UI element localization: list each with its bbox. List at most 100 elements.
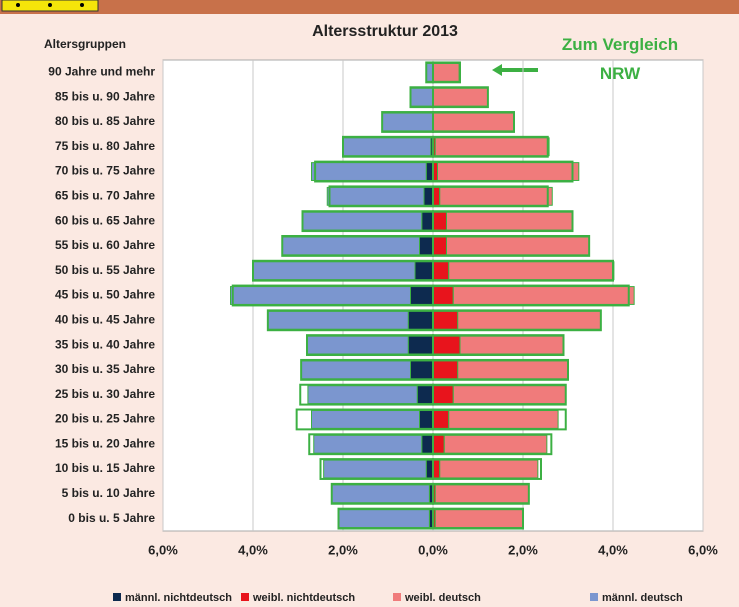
x-tick-label: 4,0% — [238, 542, 268, 557]
comparison-outline — [432, 334, 565, 357]
x-tick-label: 0,0% — [418, 542, 448, 557]
bar — [432, 410, 450, 429]
bar — [416, 385, 434, 405]
bar — [459, 335, 564, 355]
bar — [311, 410, 420, 429]
y-tick-label: 10 bis u. 15 Jahre — [55, 461, 155, 475]
comparison-outline — [432, 408, 567, 431]
bar — [425, 162, 434, 181]
bar — [432, 335, 461, 355]
legend-label: weibl. nichtdeutsch — [252, 592, 355, 604]
bar — [267, 310, 409, 330]
bar — [446, 236, 590, 256]
bar — [439, 186, 553, 206]
legend-label: männl. deutsch — [602, 592, 683, 604]
bar — [448, 261, 615, 281]
comparison-outline — [432, 185, 549, 208]
y-tick-label: 15 bis u. 20 Jahre — [55, 436, 155, 450]
y-tick-label: 50 bis u. 55 Jahre — [55, 263, 155, 277]
arrow — [492, 64, 538, 76]
bar — [452, 385, 567, 405]
bar — [311, 162, 427, 181]
y-tick-label: 65 bis u. 70 Jahre — [55, 189, 155, 203]
bar — [425, 459, 434, 479]
y-tick-label: 5 bis u. 10 Jahre — [62, 486, 156, 500]
x-tick-label: 6,0% — [148, 542, 178, 557]
legend-swatch — [241, 593, 249, 601]
comparison-outline — [432, 234, 591, 257]
y-tick-label: 90 Jahre und mehr — [48, 65, 155, 79]
bar — [432, 112, 515, 132]
bar — [421, 434, 434, 454]
comparison-outline — [432, 160, 574, 183]
bar — [432, 261, 450, 281]
bar — [230, 286, 411, 305]
bar — [432, 310, 459, 330]
dot — [16, 3, 20, 7]
x-tick-label: 6,0% — [688, 542, 718, 557]
y-axis-label: Altersgruppen — [44, 37, 126, 51]
comparison-outline — [432, 458, 542, 480]
bar — [302, 211, 423, 231]
bar — [432, 360, 459, 380]
y-tick-label: 70 bis u. 75 Jahre — [55, 164, 155, 178]
dot — [80, 3, 84, 7]
bar — [434, 484, 530, 504]
legend-label: weibl. deutsch — [404, 592, 481, 604]
legend-swatch — [590, 593, 598, 601]
bar — [432, 87, 489, 107]
bar — [306, 335, 409, 355]
bar — [313, 434, 423, 454]
y-tick-label: 25 bis u. 30 Jahre — [55, 387, 155, 401]
y-tick-label: 80 bis u. 85 Jahre — [55, 114, 155, 128]
bar — [307, 385, 418, 405]
bar — [300, 360, 411, 380]
y-tick-label: 60 bis u. 65 Jahre — [55, 213, 155, 227]
comparison-outline — [432, 135, 549, 158]
comparison-outline — [432, 309, 602, 332]
bar — [443, 434, 548, 454]
comparison-outline — [432, 86, 489, 109]
annotation: Zum Vergleich NRW — [561, 35, 679, 83]
bar — [432, 434, 445, 454]
chart-title: Altersstruktur 2013 — [312, 23, 458, 40]
comparison-outline — [432, 383, 567, 406]
bar — [432, 286, 454, 305]
bar — [437, 162, 580, 181]
legend-swatch — [393, 593, 401, 601]
x-tick-label: 2,0% — [508, 542, 538, 557]
comparison-outline — [432, 284, 630, 307]
bar — [410, 360, 434, 380]
bar — [407, 310, 434, 330]
bar — [252, 261, 416, 281]
bar — [432, 459, 441, 479]
bar — [323, 459, 427, 479]
bar — [446, 211, 573, 231]
bar — [432, 236, 447, 256]
legend-swatch — [113, 593, 121, 601]
comparison-outline — [432, 482, 530, 505]
bar — [419, 410, 434, 429]
bar — [432, 62, 460, 82]
bar — [432, 186, 441, 206]
bar — [419, 236, 434, 256]
x-tick-label: 4,0% — [598, 542, 628, 557]
y-tick-label: 45 bis u. 50 Jahre — [55, 288, 155, 302]
comparison-outline — [432, 358, 569, 381]
bar — [448, 410, 559, 429]
bar — [434, 509, 524, 529]
bar — [432, 385, 454, 405]
bar — [457, 360, 569, 380]
comparison-outline — [432, 61, 461, 84]
header-strip — [0, 0, 739, 14]
y-tick-label: 75 bis u. 80 Jahre — [55, 139, 155, 153]
bar — [331, 484, 430, 504]
comparison-outline — [432, 433, 553, 456]
bar — [338, 509, 430, 529]
y-tick-label: 85 bis u. 90 Jahre — [55, 89, 155, 103]
bar — [452, 286, 635, 305]
bar — [410, 286, 434, 305]
bar — [432, 211, 447, 231]
